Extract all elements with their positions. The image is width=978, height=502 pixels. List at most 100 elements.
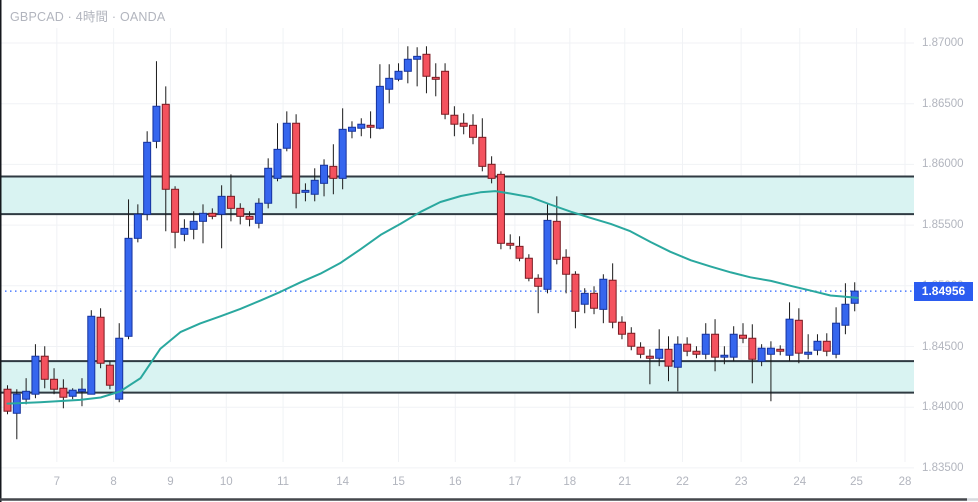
candle-body-down xyxy=(776,348,785,352)
candle xyxy=(562,249,571,294)
candle xyxy=(161,86,170,232)
candle xyxy=(31,344,40,399)
candle xyxy=(366,111,375,139)
time-tick-label: 17 xyxy=(508,476,522,488)
time-tick-label: 25 xyxy=(850,476,863,488)
candle-body-down xyxy=(236,207,245,217)
candle-body-up xyxy=(766,347,775,355)
candle-body-down xyxy=(617,321,626,335)
candle-body-up xyxy=(673,343,682,368)
candle-body-down xyxy=(515,245,524,259)
candle xyxy=(757,344,766,367)
candle-body-up xyxy=(68,389,77,397)
candle-body-up xyxy=(133,213,142,239)
candle xyxy=(711,319,720,372)
candle-body-down xyxy=(692,350,701,355)
lower-demand-zone xyxy=(0,361,914,393)
candle xyxy=(375,64,384,130)
candle xyxy=(832,307,841,359)
candle xyxy=(543,204,552,294)
candle-body-up xyxy=(580,292,589,305)
candle-body-down xyxy=(478,136,487,167)
left-border xyxy=(0,0,2,502)
candle-body-down xyxy=(636,346,645,355)
candle xyxy=(729,326,738,362)
candle-body-down xyxy=(208,212,217,217)
current-price-badge: 1.84956 xyxy=(914,281,973,301)
candle-body-up xyxy=(785,318,794,356)
candle-body-up xyxy=(832,322,841,355)
candle-body-down xyxy=(664,348,673,367)
candle xyxy=(50,368,59,395)
candle-body-up xyxy=(301,189,310,193)
candle xyxy=(804,334,813,360)
candle xyxy=(143,131,152,221)
candle xyxy=(12,389,21,440)
candle xyxy=(310,168,319,202)
candle-body-up xyxy=(757,347,766,362)
candle-body-up xyxy=(403,58,412,72)
candle xyxy=(608,263,617,329)
candle xyxy=(664,336,673,382)
candle xyxy=(329,144,338,195)
candle-body-up xyxy=(804,351,813,355)
candle xyxy=(22,378,31,405)
candle xyxy=(636,342,645,359)
candle xyxy=(766,341,775,402)
candle-body-down xyxy=(171,188,180,233)
candle xyxy=(469,114,477,145)
candle-body-down xyxy=(245,215,254,220)
candle xyxy=(105,361,114,390)
candle xyxy=(785,302,794,362)
time-tick-label: 8 xyxy=(110,476,117,488)
time-tick-label: 18 xyxy=(563,476,577,488)
candle-body-up xyxy=(729,333,738,358)
moving-average-line xyxy=(6,190,859,405)
candle-body-up xyxy=(655,348,664,359)
candle xyxy=(487,156,496,184)
candle-body-up xyxy=(77,388,86,392)
candle-body-down xyxy=(161,103,170,190)
candle-body-up xyxy=(385,77,394,90)
candle-body-down xyxy=(534,277,543,287)
candle xyxy=(478,118,487,172)
candle xyxy=(413,47,422,87)
candle-body-down xyxy=(627,332,636,347)
candle-body-down xyxy=(50,378,59,390)
time-tick-label: 9 xyxy=(167,476,174,488)
candle-body-down xyxy=(738,334,747,339)
candle-body-down xyxy=(292,122,301,194)
time-tick-label: 23 xyxy=(734,476,748,488)
candle-body-down xyxy=(496,173,505,244)
candle-body-down xyxy=(59,387,68,398)
candle xyxy=(506,234,515,250)
symbol-title[interactable]: GBPCAD · 4時間 · OANDA xyxy=(10,10,166,24)
candle xyxy=(133,204,142,243)
time-tick-label: 16 xyxy=(448,476,462,488)
candle-body-down xyxy=(524,257,533,279)
candle-body-down xyxy=(459,122,468,127)
candle xyxy=(450,106,459,137)
candle-body-up xyxy=(180,227,189,235)
candle-body-down xyxy=(431,76,440,80)
candle-body-down xyxy=(3,388,12,412)
candle-body-down xyxy=(608,279,617,323)
candle-body-up xyxy=(143,141,152,215)
candle xyxy=(338,108,347,190)
candle xyxy=(534,274,543,314)
candle-body-down xyxy=(226,195,235,209)
candle-body-up xyxy=(199,212,208,222)
candle xyxy=(124,199,133,340)
candle xyxy=(245,211,254,227)
candle xyxy=(264,158,273,209)
time-tick-label: 11 xyxy=(277,476,290,488)
candle-body-up xyxy=(189,220,198,230)
candle-body-down xyxy=(645,355,654,359)
candle-body-down xyxy=(487,163,496,179)
candle-body-up xyxy=(254,202,263,224)
candle xyxy=(217,185,226,249)
candle-body-down xyxy=(469,124,477,138)
candle-body-down xyxy=(96,316,105,364)
